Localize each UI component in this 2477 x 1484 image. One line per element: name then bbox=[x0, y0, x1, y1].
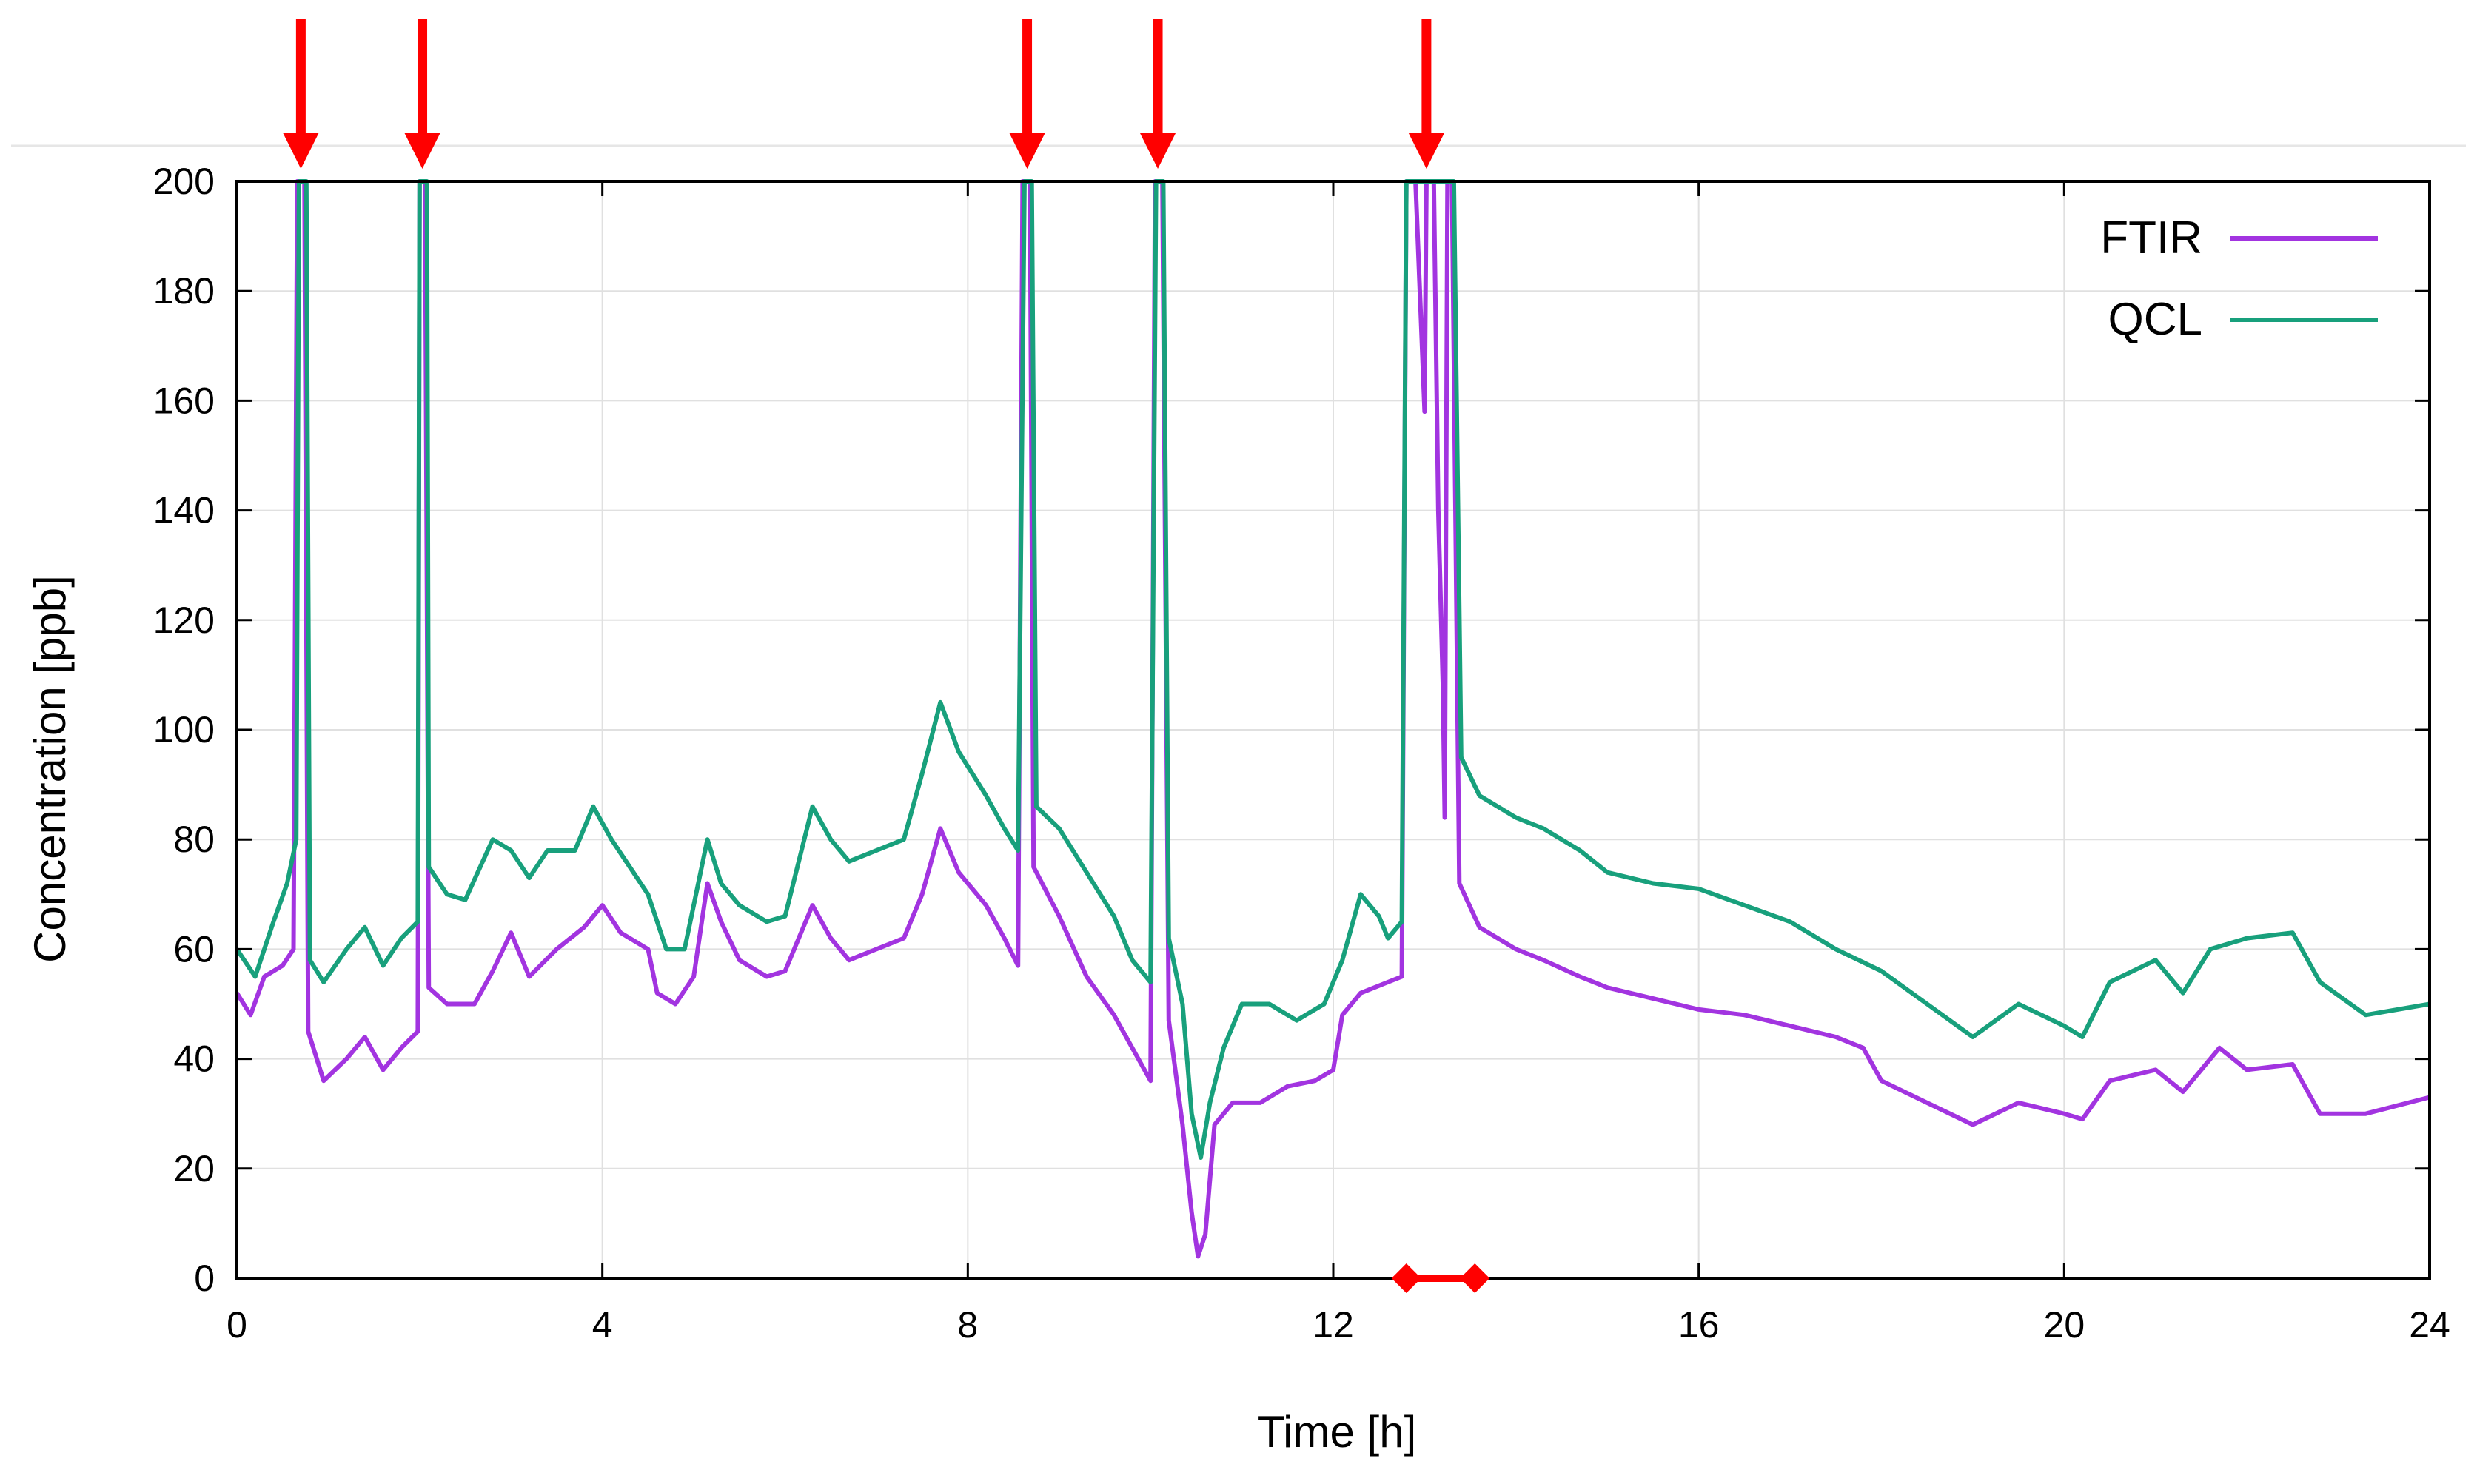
y-tick-label: 60 bbox=[173, 928, 215, 970]
x-tick-label: 24 bbox=[2409, 1304, 2450, 1346]
y-tick-label: 140 bbox=[153, 490, 215, 531]
y-tick-label: 80 bbox=[173, 819, 215, 860]
arrow-head bbox=[1009, 133, 1045, 169]
legend: FTIR QCL bbox=[2100, 212, 2378, 345]
interval-diamond bbox=[1460, 1263, 1490, 1293]
y-tick-label: 160 bbox=[153, 380, 215, 421]
arrow-head bbox=[404, 133, 440, 169]
x-tick-label: 12 bbox=[1313, 1304, 1354, 1346]
x-tick-label: 8 bbox=[957, 1304, 978, 1346]
annotations bbox=[283, 19, 1490, 1293]
y-tick-label: 120 bbox=[153, 600, 215, 641]
y-tick-label: 200 bbox=[153, 161, 215, 202]
legend-label-ftir: FTIR bbox=[2100, 212, 2202, 263]
x-tick-label: 0 bbox=[227, 1304, 247, 1346]
gridlines bbox=[237, 181, 2430, 1278]
series-line-qcl bbox=[235, 179, 2430, 1160]
axes: 0 4 8 12 16 20 24 0 20 40 60 80 100 120 140 160 180 200 bbox=[153, 161, 2450, 1346]
y-tick-label: 180 bbox=[153, 270, 215, 312]
series-lines bbox=[235, 179, 2430, 1259]
x-tick-label: 4 bbox=[592, 1304, 613, 1346]
y-tick-label: 100 bbox=[153, 709, 215, 751]
y-axis-title: Concentration [ppb] bbox=[25, 575, 75, 963]
x-tick-label: 16 bbox=[1678, 1304, 1720, 1346]
interval-diamond bbox=[1391, 1263, 1421, 1293]
arrow-head bbox=[283, 133, 319, 169]
x-tick-label: 20 bbox=[2044, 1304, 2085, 1346]
arrow-head bbox=[1408, 133, 1444, 169]
y-tick-label: 20 bbox=[173, 1148, 215, 1189]
legend-label-qcl: QCL bbox=[2108, 294, 2202, 345]
x-axis-title: Time [h] bbox=[1258, 1407, 1416, 1457]
y-tick-label: 40 bbox=[173, 1038, 215, 1080]
arrow-head bbox=[1140, 133, 1176, 169]
y-tick-label: 0 bbox=[194, 1258, 215, 1299]
